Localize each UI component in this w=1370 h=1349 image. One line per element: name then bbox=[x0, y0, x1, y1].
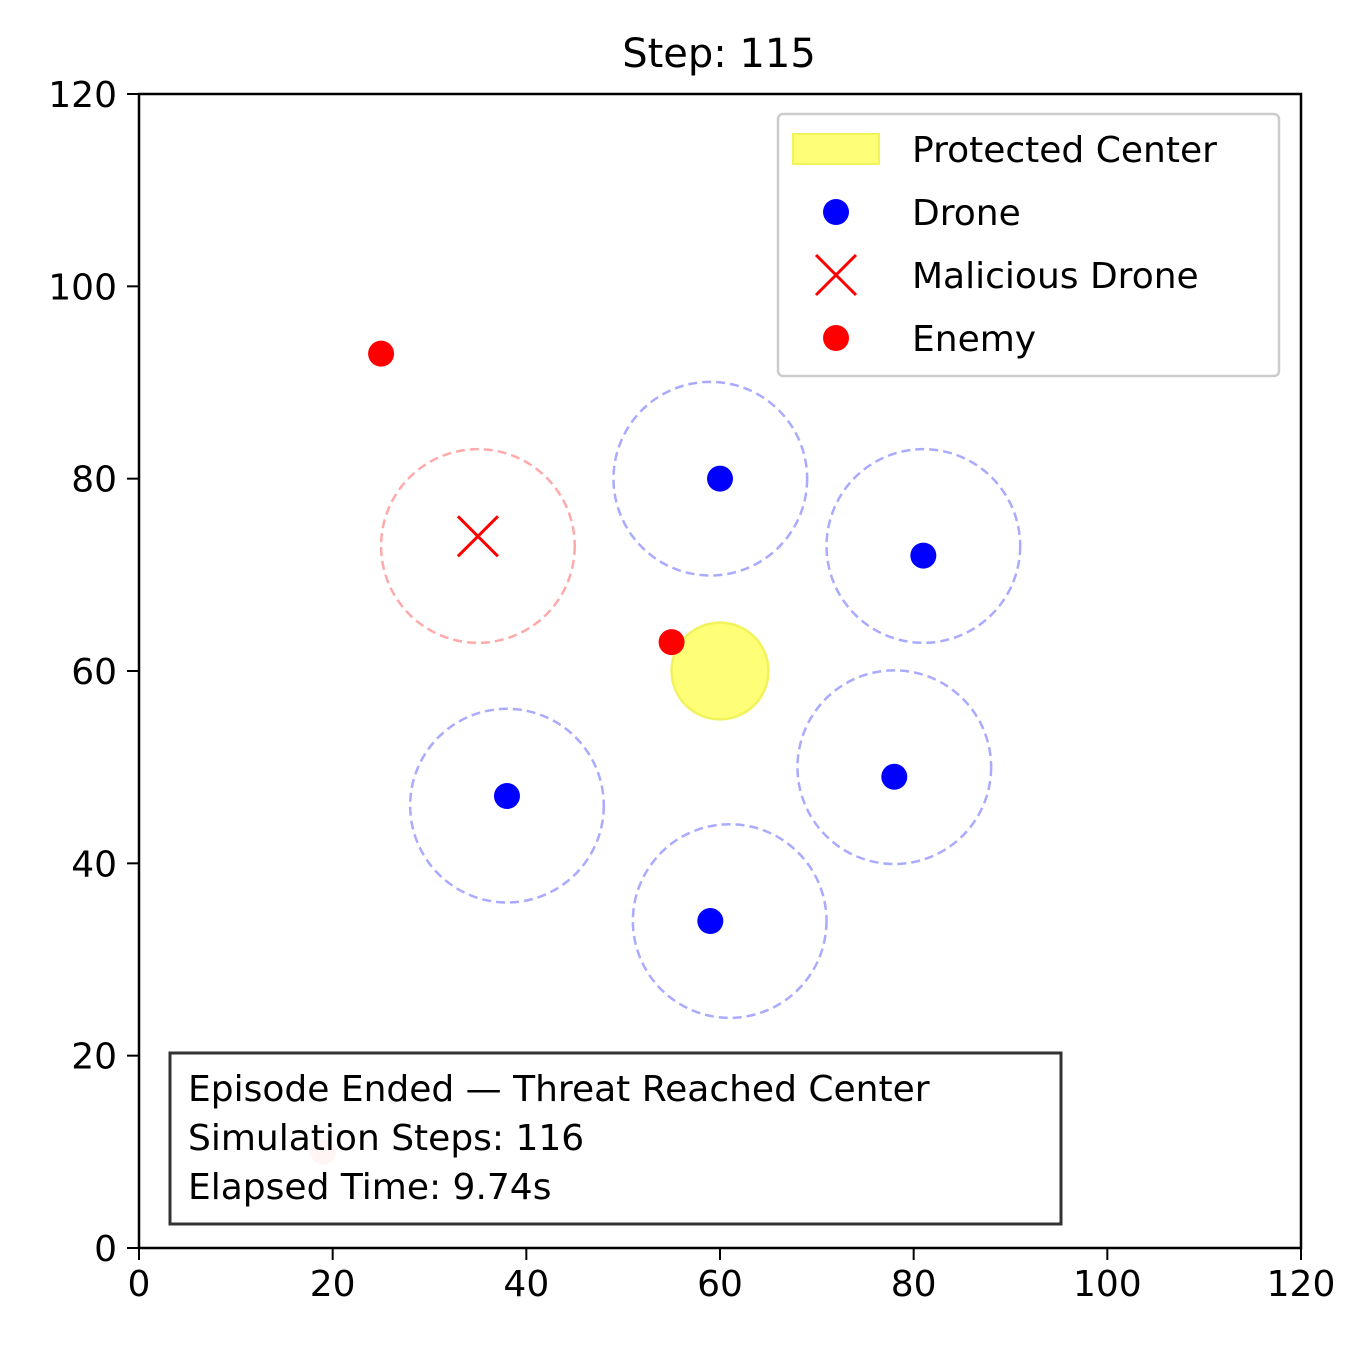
status-line-episode: Episode Ended — Threat Reached Center bbox=[188, 1069, 930, 1110]
legend-label-drone: Drone bbox=[912, 193, 1021, 234]
y-tick-label-100: 100 bbox=[48, 267, 117, 308]
x-tick-label-120: 120 bbox=[1267, 1264, 1336, 1305]
y-tick-label-60: 60 bbox=[71, 652, 117, 693]
malicious-drone-marker bbox=[456, 515, 499, 558]
x-tick-label-100: 100 bbox=[1073, 1264, 1142, 1305]
range-circles bbox=[379, 380, 1022, 1020]
status-box-frame bbox=[168, 1051, 1063, 1226]
drone-point-1 bbox=[707, 465, 733, 492]
legend-label-enemy: Enemy bbox=[912, 319, 1036, 360]
x-tick-label-60: 60 bbox=[697, 1264, 743, 1305]
drone-point-4 bbox=[881, 763, 908, 790]
legend-box bbox=[776, 112, 1281, 378]
legend-malicious-drone-marker bbox=[814, 253, 858, 297]
points-layer bbox=[309, 340, 937, 1165]
status-line-elapsed: Elapsed Time: 9.74s bbox=[188, 1167, 551, 1208]
enemy-point-1 bbox=[368, 340, 395, 367]
enemy-point-2 bbox=[658, 629, 685, 656]
y-tick-label-20: 20 bbox=[71, 1037, 117, 1078]
drone-range-circle-4 bbox=[796, 669, 993, 866]
episode-status-box: Episode Ended — Threat Reached Center Si… bbox=[168, 1051, 1063, 1226]
legend-drone-marker bbox=[823, 199, 849, 225]
x-tick-label-0: 0 bbox=[128, 1264, 151, 1305]
protected-center bbox=[670, 621, 770, 721]
x-tick-label-80: 80 bbox=[891, 1264, 937, 1305]
drone-point-2 bbox=[910, 542, 937, 569]
x-tick-label-20: 20 bbox=[310, 1264, 356, 1305]
y-tick-label-40: 40 bbox=[71, 844, 117, 885]
axis-ticks: 0 20 40 60 80 100 120 0 20 40 60 80 100 120 bbox=[48, 75, 1335, 1305]
drone-range-circle-1 bbox=[612, 380, 809, 577]
legend: Protected Center Drone Malicious Drone E… bbox=[776, 112, 1281, 378]
chart-title: Step: 115 bbox=[622, 31, 816, 77]
drone-range-circle-2 bbox=[825, 447, 1022, 645]
drone-range-circle-5 bbox=[631, 822, 828, 1020]
legend-enemy-marker bbox=[823, 325, 849, 351]
y-tick-label-0: 0 bbox=[94, 1229, 117, 1270]
status-line-steps: Simulation Steps: 116 bbox=[188, 1118, 584, 1159]
y-tick-label-80: 80 bbox=[71, 460, 117, 501]
y-tick-label-120: 120 bbox=[48, 75, 117, 116]
malicious-drone-stroke-2 bbox=[456, 515, 499, 558]
protected-center-layer bbox=[670, 621, 770, 721]
legend-protected-center-swatch bbox=[792, 133, 880, 165]
drone-point-5 bbox=[697, 908, 724, 935]
drone-range-circle-3 bbox=[408, 707, 606, 904]
drone-point-3 bbox=[493, 783, 520, 810]
malicious-range-circle bbox=[379, 447, 576, 645]
legend-label-protected-center: Protected Center bbox=[912, 130, 1217, 171]
legend-label-malicious-drone: Malicious Drone bbox=[912, 256, 1199, 297]
x-tick-label-40: 40 bbox=[503, 1264, 549, 1305]
